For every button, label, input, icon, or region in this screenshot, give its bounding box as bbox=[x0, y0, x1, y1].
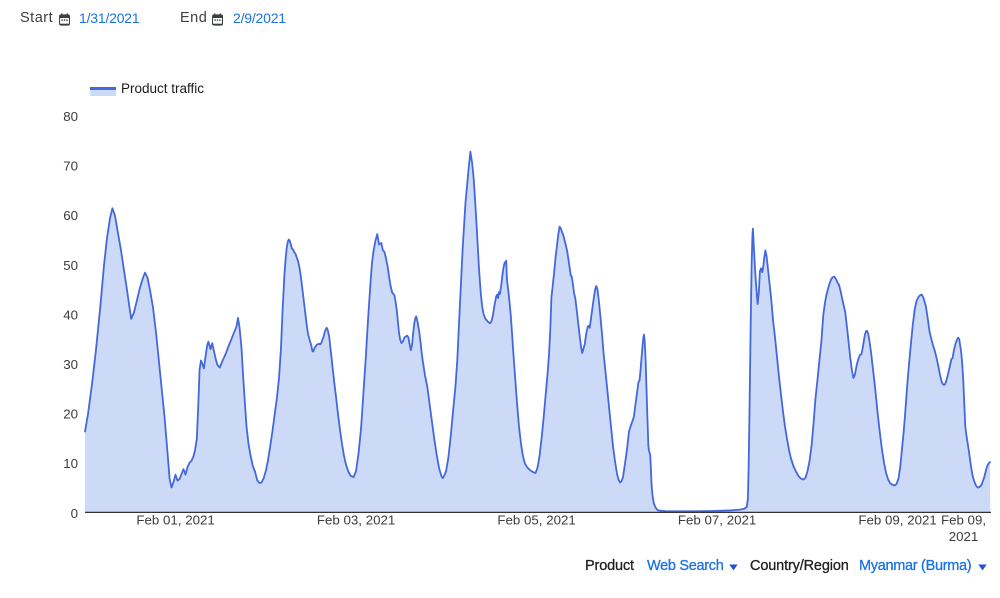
svg-text:0: 0 bbox=[71, 506, 78, 521]
svg-text:70: 70 bbox=[63, 159, 78, 174]
svg-text:Feb 01, 2021: Feb 01, 2021 bbox=[136, 513, 214, 528]
svg-text:50: 50 bbox=[63, 258, 78, 273]
svg-text:Feb 09, 2021: Feb 09, 2021 bbox=[858, 513, 936, 528]
svg-text:Feb 05, 2021: Feb 05, 2021 bbox=[497, 513, 575, 528]
svg-text:Feb 09,: Feb 09, bbox=[941, 513, 986, 528]
svg-text:40: 40 bbox=[63, 307, 78, 322]
svg-text:10: 10 bbox=[63, 456, 78, 471]
svg-text:Feb 03, 2021: Feb 03, 2021 bbox=[317, 513, 395, 528]
svg-text:Feb 07, 2021: Feb 07, 2021 bbox=[678, 513, 756, 528]
svg-text:80: 80 bbox=[63, 109, 78, 124]
svg-text:60: 60 bbox=[63, 208, 78, 223]
svg-text:20: 20 bbox=[63, 407, 78, 422]
svg-text:30: 30 bbox=[63, 357, 78, 372]
svg-text:2021: 2021 bbox=[949, 529, 979, 544]
